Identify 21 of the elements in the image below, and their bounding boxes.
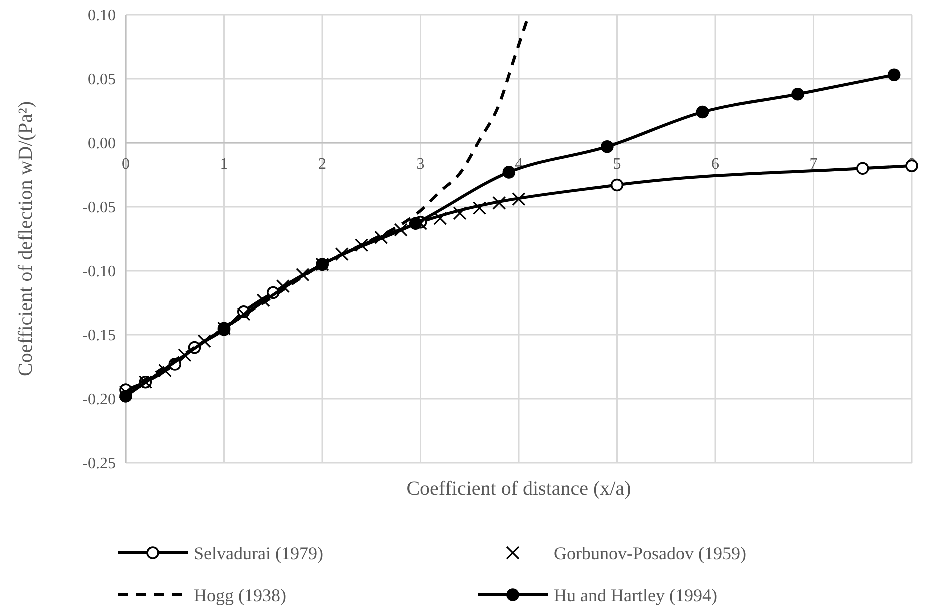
legend-label: Hu and Hartley (1994) <box>554 585 718 606</box>
y-tick-label: -0.20 <box>82 392 116 409</box>
legend-label: Selvadurai (1979) <box>194 543 324 564</box>
y-axis-title: Coefficient of deflection wD/(Pa²) <box>15 102 37 376</box>
x-tick-label: 3 <box>416 156 425 173</box>
x-axis-title: Coefficient of distance (x/a) <box>406 478 632 500</box>
y-tick-label: -0.25 <box>82 456 116 473</box>
x-tick-label: 6 <box>712 156 720 173</box>
y-tick-label: 0.05 <box>88 72 116 89</box>
x-tick-label: 5 <box>613 156 622 173</box>
y-tick-label: -0.15 <box>82 328 116 345</box>
legend-label: Hogg (1938) <box>194 585 286 606</box>
y-tick-label: -0.10 <box>82 264 116 281</box>
y-tick-label: 0.10 <box>88 8 116 25</box>
x-tick-label: 7 <box>810 156 818 173</box>
y-tick-label: 0.00 <box>88 136 116 153</box>
y-tick-label: -0.05 <box>82 200 116 217</box>
legend-label: Gorbunov-Posadov (1959) <box>554 543 746 564</box>
x-tick-label: 0 <box>122 156 130 173</box>
x-tick-label: 2 <box>318 156 326 173</box>
x-tick-label: 1 <box>220 156 228 173</box>
